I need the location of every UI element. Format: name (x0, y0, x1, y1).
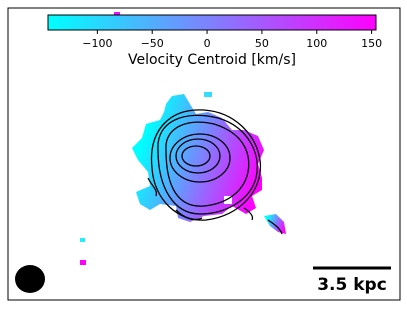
colorbar-label: Velocity Centroid [km/s] (128, 52, 296, 68)
emission-pixel (80, 238, 85, 242)
colorbar (47, 14, 377, 31)
frame (7, 7, 401, 301)
velocity-map (80, 12, 286, 265)
tick-label: 0 (204, 37, 211, 50)
emission-region (264, 214, 286, 234)
scale-bar-label: 3.5 kpc (317, 275, 387, 295)
emission-pixel (80, 260, 86, 265)
tick-label: −50 (141, 37, 164, 50)
emission-pixel (114, 12, 120, 16)
tick-label: 150 (361, 37, 382, 50)
tick-label: 50 (255, 37, 269, 50)
emission-pixel (204, 92, 212, 97)
blank-pixel (224, 196, 232, 204)
beam (15, 265, 45, 293)
emission-region (132, 94, 264, 222)
tick-label: 100 (306, 37, 327, 50)
contours (147, 109, 283, 235)
tick-label: −100 (82, 37, 112, 50)
